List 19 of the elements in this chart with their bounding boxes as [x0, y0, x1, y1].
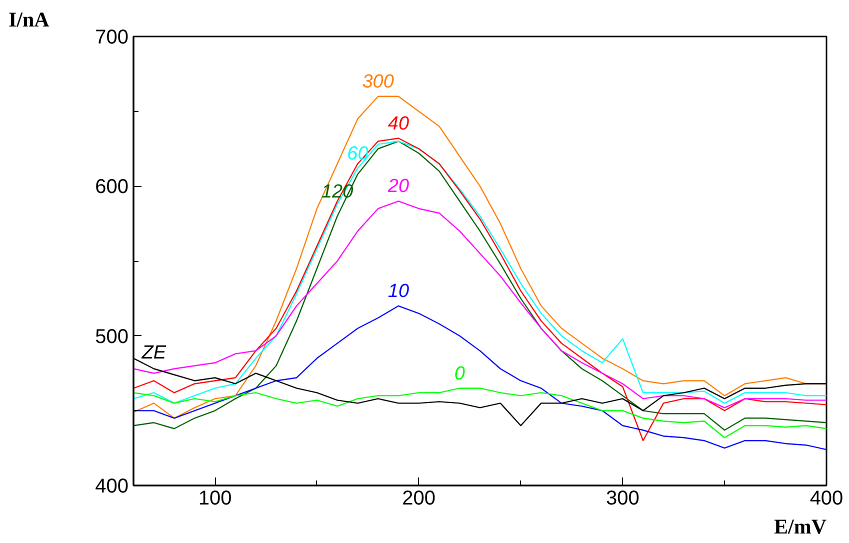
series-label: 20	[386, 176, 410, 198]
series-label: 10	[388, 281, 410, 302]
y-tick-label: 600	[95, 176, 129, 198]
x-tick-label: 300	[606, 488, 640, 510]
line-series	[134, 388, 826, 438]
series-label: 60	[347, 143, 369, 164]
y-axis-title: I/nA	[8, 8, 50, 32]
series-label: ZE	[140, 342, 166, 364]
y-tick-label: 700	[95, 26, 129, 48]
y-tick-label: 500	[95, 326, 129, 348]
line-series	[134, 305, 826, 450]
x-axis-title: E/mV	[774, 514, 826, 538]
series-label: 300	[362, 71, 394, 92]
line-series	[134, 200, 826, 408]
x-tick-label: 200	[402, 488, 436, 510]
series-label: 40	[388, 113, 410, 134]
series-label: 0	[454, 363, 466, 384]
x-tick-label: 100	[198, 488, 232, 510]
x-tick-label: 400	[810, 488, 844, 510]
